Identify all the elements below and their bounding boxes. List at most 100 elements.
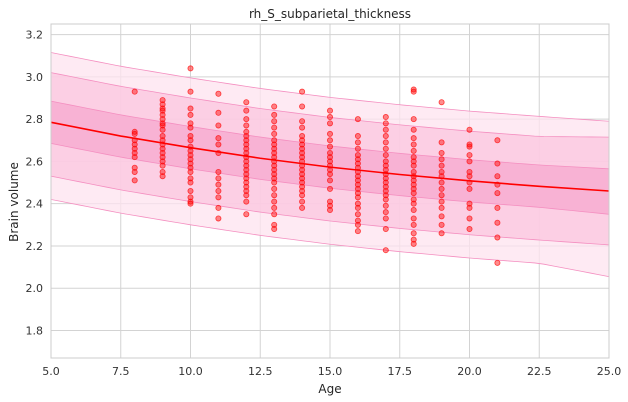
data-point	[299, 166, 306, 173]
data-point	[243, 107, 250, 114]
data-point	[299, 118, 306, 125]
data-point	[410, 190, 417, 197]
x-tick-label: 25.0	[597, 365, 622, 378]
data-point	[243, 133, 250, 140]
data-point	[243, 99, 250, 106]
data-point	[410, 162, 417, 169]
data-point	[410, 141, 417, 148]
data-point	[326, 202, 333, 209]
data-point	[354, 152, 361, 159]
data-point	[299, 154, 306, 161]
data-point	[187, 120, 194, 127]
data-point	[243, 122, 250, 129]
data-point	[354, 145, 361, 152]
data-point	[159, 149, 166, 156]
data-point	[410, 221, 417, 228]
data-point	[466, 173, 473, 180]
data-point	[271, 124, 278, 131]
data-point	[215, 204, 222, 211]
data-point	[466, 226, 473, 233]
data-point	[326, 171, 333, 178]
data-point	[410, 207, 417, 214]
data-point	[382, 120, 389, 127]
data-point	[410, 230, 417, 237]
data-point	[382, 187, 389, 194]
data-point	[187, 124, 194, 131]
data-point	[410, 88, 417, 95]
data-point	[271, 137, 278, 144]
data-point	[466, 158, 473, 165]
x-axis-ticks: 5.0 7.5 10.0 12.5 15.0 17.5 20.0 22.5 25.0	[42, 365, 621, 378]
data-point	[187, 152, 194, 159]
data-point	[410, 240, 417, 247]
data-point	[271, 221, 278, 228]
data-point	[354, 116, 361, 123]
data-point	[410, 147, 417, 154]
data-point	[354, 156, 361, 163]
data-point	[159, 133, 166, 140]
data-point	[271, 162, 278, 169]
data-point	[299, 204, 306, 211]
data-point	[326, 158, 333, 165]
data-point	[326, 149, 333, 156]
data-point	[271, 175, 278, 182]
data-point	[187, 179, 194, 186]
data-point	[187, 156, 194, 163]
data-point	[410, 181, 417, 188]
data-point	[410, 126, 417, 133]
data-point	[299, 88, 306, 95]
mean-curve-layer	[50, 121, 610, 192]
data-point	[466, 204, 473, 211]
data-point	[354, 139, 361, 146]
data-point	[466, 152, 473, 159]
data-point	[243, 158, 250, 165]
data-point	[410, 116, 417, 123]
data-point	[494, 190, 501, 197]
data-point	[466, 126, 473, 133]
data-point	[382, 158, 389, 165]
data-point	[131, 154, 138, 161]
data-point	[466, 185, 473, 192]
data-point	[410, 236, 417, 243]
data-point	[410, 135, 417, 142]
y-tick-label: 2.4	[26, 198, 44, 211]
data-point	[159, 126, 166, 133]
data-point	[438, 198, 445, 205]
data-point	[466, 200, 473, 207]
data-point	[131, 128, 138, 135]
data-point	[354, 228, 361, 235]
data-point	[382, 202, 389, 209]
data-point	[354, 194, 361, 201]
data-point	[131, 177, 138, 184]
data-point	[354, 217, 361, 224]
x-tick-label: 22.5	[527, 365, 552, 378]
data-point	[382, 196, 389, 203]
data-point	[299, 183, 306, 190]
y-tick-label: 2.2	[26, 240, 44, 253]
data-point	[494, 259, 501, 266]
data-point	[354, 181, 361, 188]
y-axis-ticks: 1.8 2.0 2.2 2.4 2.6 2.8 3.0 3.2	[26, 29, 44, 338]
data-point	[271, 141, 278, 148]
data-point	[187, 200, 194, 207]
data-point	[326, 185, 333, 192]
data-point	[410, 200, 417, 207]
data-point	[410, 185, 417, 192]
data-point	[243, 166, 250, 173]
data-point	[466, 143, 473, 150]
data-point	[299, 179, 306, 186]
data-point	[243, 187, 250, 194]
data-point	[382, 139, 389, 146]
data-points	[131, 65, 501, 266]
data-point	[131, 130, 138, 137]
data-point	[494, 173, 501, 180]
data-point	[354, 173, 361, 180]
data-point	[494, 137, 501, 144]
data-point	[271, 198, 278, 205]
data-point	[215, 181, 222, 188]
data-point	[382, 215, 389, 222]
data-point	[326, 177, 333, 184]
data-point	[438, 162, 445, 169]
data-point	[382, 145, 389, 152]
data-point	[382, 192, 389, 199]
